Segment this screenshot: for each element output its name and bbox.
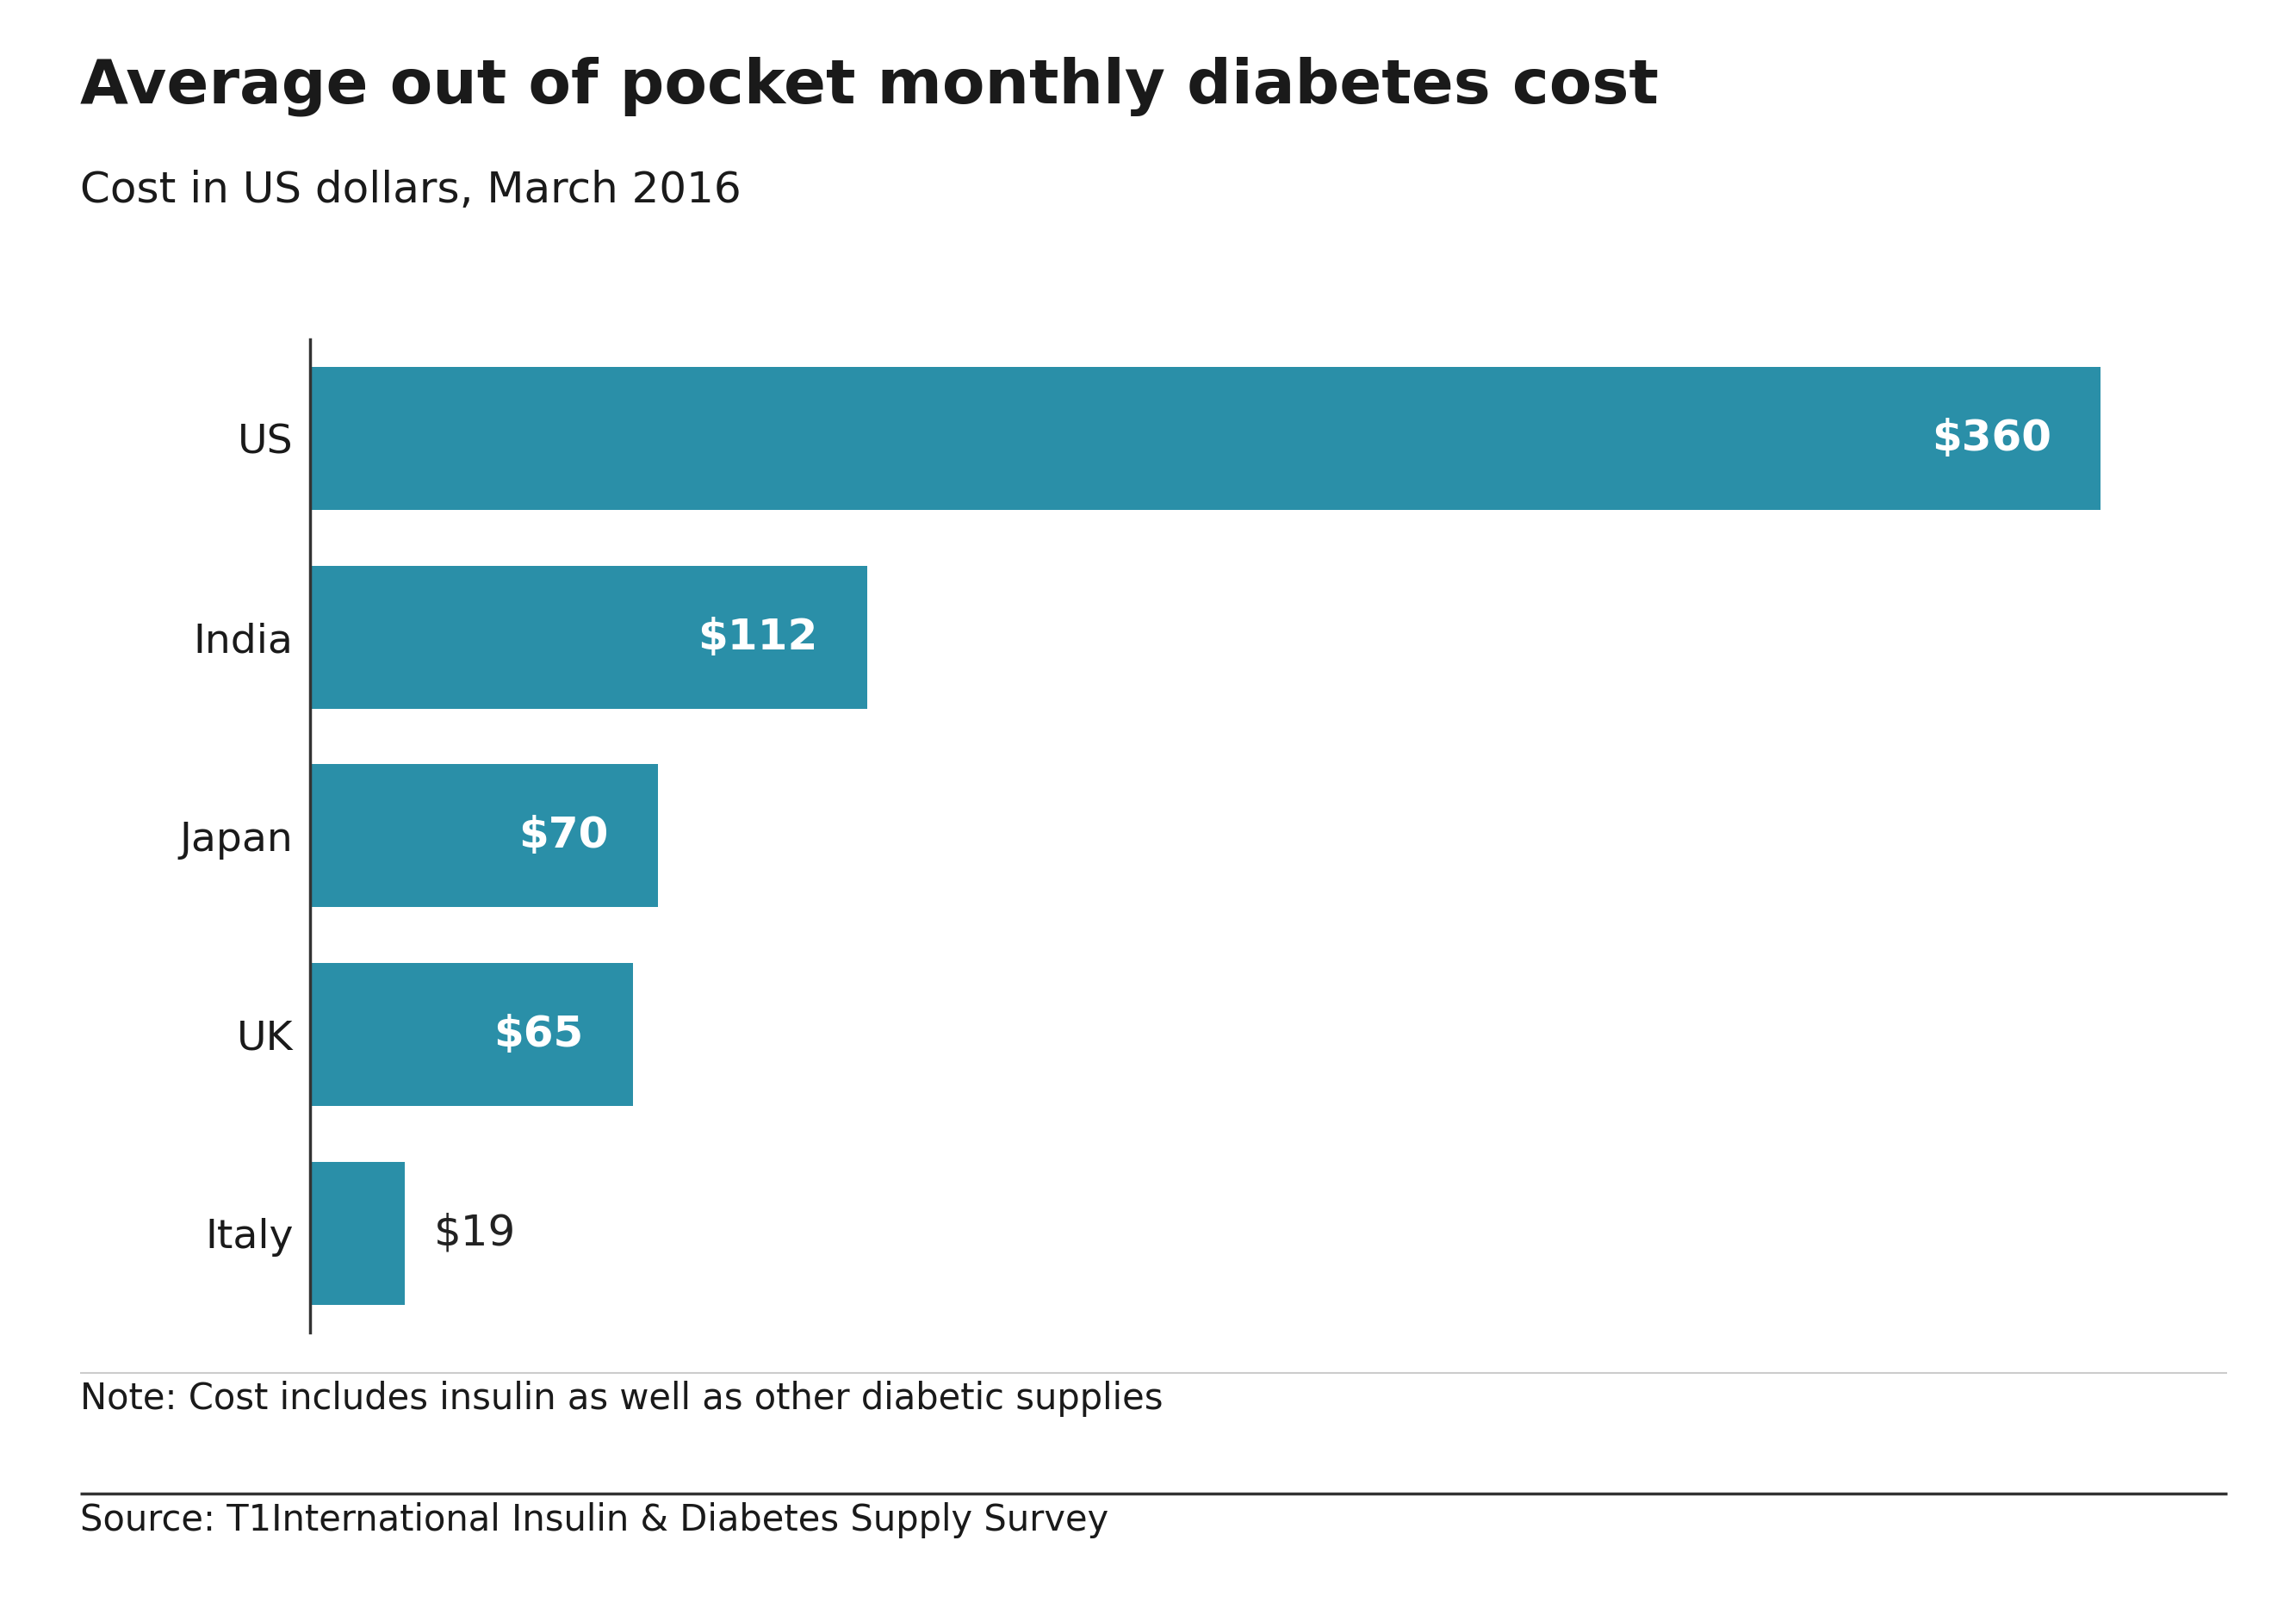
Text: C: C [2179,1542,2202,1573]
Bar [310,963,634,1106]
Bar [310,367,2101,510]
Text: Cost in US dollars, March 2016: Cost in US dollars, March 2016 [80,170,742,212]
Bar [310,764,659,908]
Text: $360: $360 [1931,418,2050,459]
Bar [310,1161,404,1305]
Text: $65: $65 [494,1014,583,1055]
Text: $112: $112 [698,617,817,657]
Text: Note: Cost includes insulin as well as other diabetic supplies: Note: Cost includes insulin as well as o… [80,1381,1164,1416]
Text: B: B [2105,1542,2128,1573]
Text: Average out of pocket monthly diabetes cost: Average out of pocket monthly diabetes c… [80,57,1658,116]
Text: B: B [2032,1542,2055,1573]
Text: $19: $19 [434,1213,517,1253]
Text: $70: $70 [519,816,608,856]
Text: Source: T1International Insulin & Diabetes Supply Survey: Source: T1International Insulin & Diabet… [80,1502,1109,1537]
Bar [310,565,868,709]
